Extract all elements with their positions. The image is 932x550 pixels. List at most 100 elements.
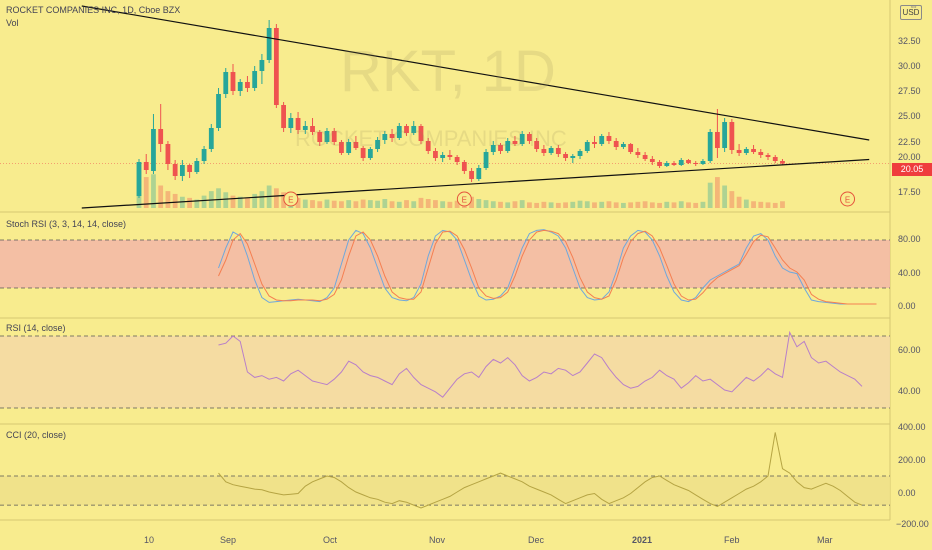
candle-body (382, 134, 388, 140)
indicator-bands (0, 239, 890, 506)
candle-body (649, 159, 655, 162)
volume-bar (425, 199, 431, 208)
trendlines[interactable] (81, 5, 870, 209)
volume-bar (360, 199, 366, 208)
volume-bar (216, 188, 221, 208)
candle-body (411, 126, 417, 133)
candle-body (266, 28, 272, 60)
stoch-d-line (218, 229, 877, 305)
volume-bar (273, 188, 279, 208)
candle-body (715, 132, 720, 148)
volume-bar (548, 202, 554, 208)
time-tick: Dec (528, 535, 545, 545)
candle-body (476, 168, 482, 179)
time-tick: 10 (144, 535, 155, 545)
volume-bar (599, 201, 605, 208)
candle-body (686, 160, 691, 163)
volume-bar (252, 193, 258, 208)
volume-bar (396, 201, 402, 208)
candle-body (230, 72, 236, 91)
cci-tick: 200.00 (898, 455, 926, 465)
volume-bar (678, 201, 684, 208)
cci-title[interactable]: CCI (20, close) (6, 430, 67, 440)
volume-bar (505, 202, 511, 208)
candle-body (302, 126, 308, 130)
candle-body (678, 160, 684, 165)
candle-body (331, 131, 337, 142)
earnings-marker-circle (456, 191, 472, 207)
rsi-title[interactable]: RSI (14, close) (6, 323, 66, 333)
volume-bar (440, 201, 446, 208)
volume-bar (563, 202, 568, 208)
stoch-rsi-title[interactable]: Stoch RSI (3, 3, 14, 14, close) (6, 219, 127, 229)
candle-body (693, 163, 699, 164)
candle-body (447, 155, 453, 157)
candle-body (751, 149, 756, 152)
candle-body (259, 60, 265, 71)
time-tick: Nov (429, 535, 446, 545)
price-candles (136, 20, 785, 198)
volume-bar (693, 202, 699, 208)
volume-bar (353, 201, 359, 208)
candle-body (570, 156, 576, 158)
volume-bar (707, 182, 713, 208)
candle-body (179, 165, 185, 176)
earnings-marker[interactable]: E (283, 191, 299, 207)
symbol-title[interactable]: ROCKET COMPANIES INC, 1D, Cboe BZX (6, 5, 181, 15)
volume-bar (512, 201, 518, 208)
volume-bar (331, 200, 337, 208)
watermark-ticker: RKT, 1D (340, 39, 556, 104)
stoch-tick: 80.00 (898, 234, 921, 244)
candle-body (780, 161, 785, 164)
candle-body (657, 162, 662, 166)
cci-tick: −200.00 (896, 519, 929, 529)
candle-body (490, 145, 496, 152)
volume-bar (621, 202, 626, 208)
earnings-marker-circle (840, 191, 856, 207)
price-tick: 27.50 (898, 86, 921, 96)
pane-controls-icon[interactable]: ⇔ (909, 1, 918, 11)
candle-body (541, 149, 547, 153)
volume-bar (628, 202, 634, 208)
volume-bar (346, 200, 352, 208)
volume-bar (664, 201, 670, 208)
volume-bar (649, 202, 655, 208)
candle-body (469, 171, 474, 179)
cci-line (218, 432, 863, 509)
currency-badge[interactable]: USD (900, 5, 922, 20)
earnings-marker[interactable]: E (456, 191, 472, 207)
volume-bar (715, 177, 720, 208)
candle-body (201, 149, 207, 161)
earnings-marker[interactable]: E (840, 191, 856, 207)
volume-bar (165, 191, 171, 208)
candle-body (707, 132, 713, 161)
candle-body (295, 118, 301, 130)
volume-bar (151, 174, 156, 208)
volume-label[interactable]: Vol (6, 18, 19, 28)
rsi-tick: 40.00 (898, 386, 921, 396)
candle-body (548, 148, 554, 153)
volume-bar (302, 199, 308, 208)
candle-body (758, 152, 764, 155)
candle-body (606, 136, 612, 141)
volume-bar (606, 201, 612, 208)
candle-body (671, 163, 677, 165)
candle-body (483, 152, 489, 168)
candle-body (628, 144, 634, 152)
volume-bar (230, 195, 236, 208)
rsi-tick: 60.00 (898, 345, 921, 355)
candle-body (700, 161, 706, 164)
volume-bar (158, 185, 164, 208)
time-tick: Sep (220, 535, 237, 545)
volume-bar (259, 191, 265, 208)
candle-body (498, 145, 503, 151)
candle-body (563, 154, 568, 158)
candle-body (404, 126, 409, 133)
volume-bar (534, 202, 540, 208)
volume-bar (324, 199, 330, 208)
volume-bar (317, 201, 323, 208)
candle-body (389, 134, 395, 138)
candle-body (722, 122, 728, 148)
